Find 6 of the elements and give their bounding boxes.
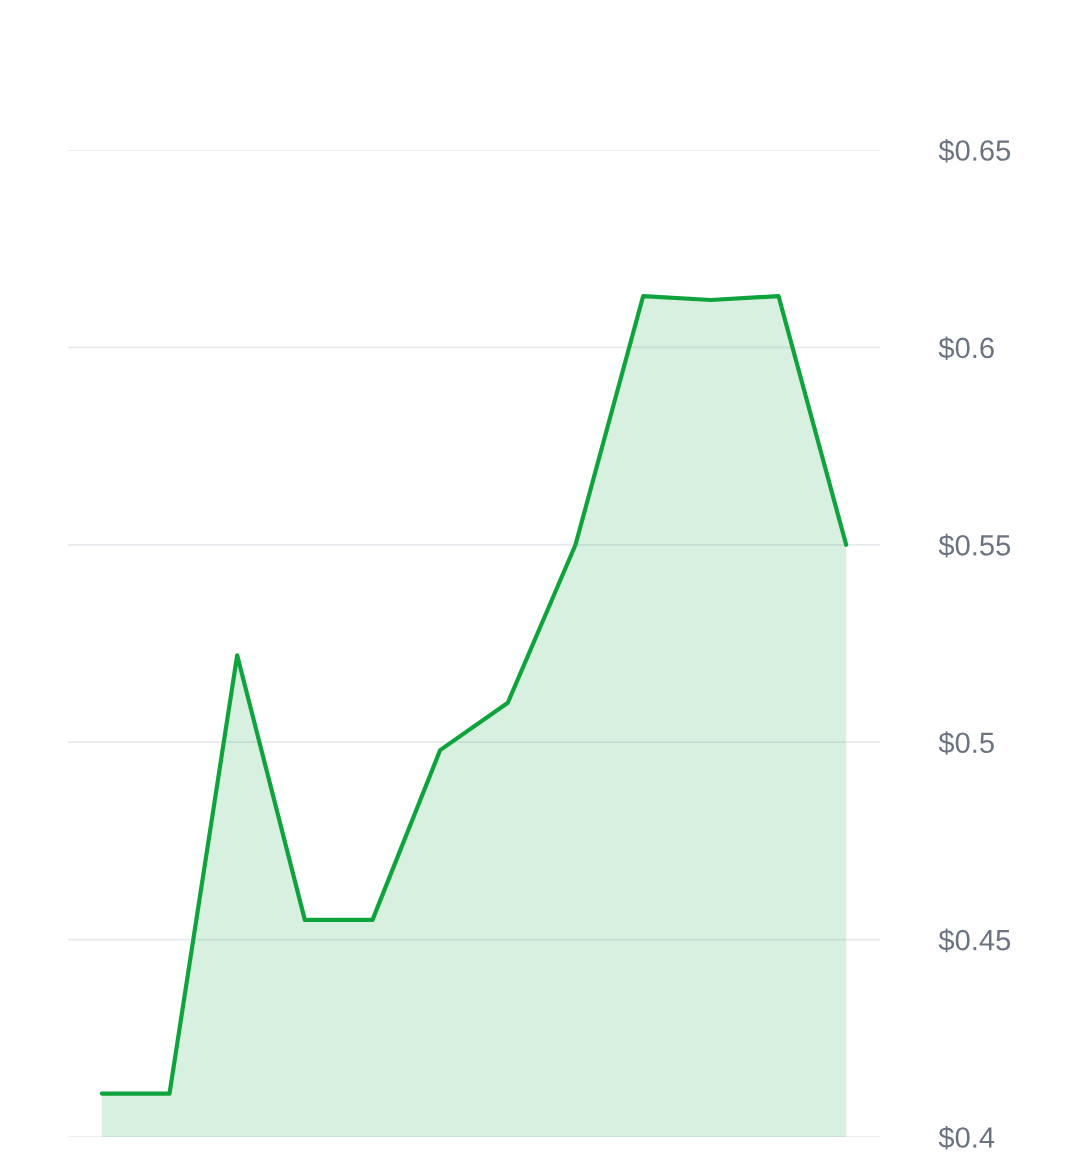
y-tick-label: $0.65 — [938, 138, 1011, 163]
y-tick-label: $0.6 — [938, 336, 994, 360]
y-tick-label: $0.45 — [938, 928, 1011, 953]
y-tick-label: $0.4 — [938, 1125, 995, 1150]
y-tick-label: $0.55 — [938, 533, 1011, 558]
y-tick-label: $0.5 — [938, 731, 994, 755]
